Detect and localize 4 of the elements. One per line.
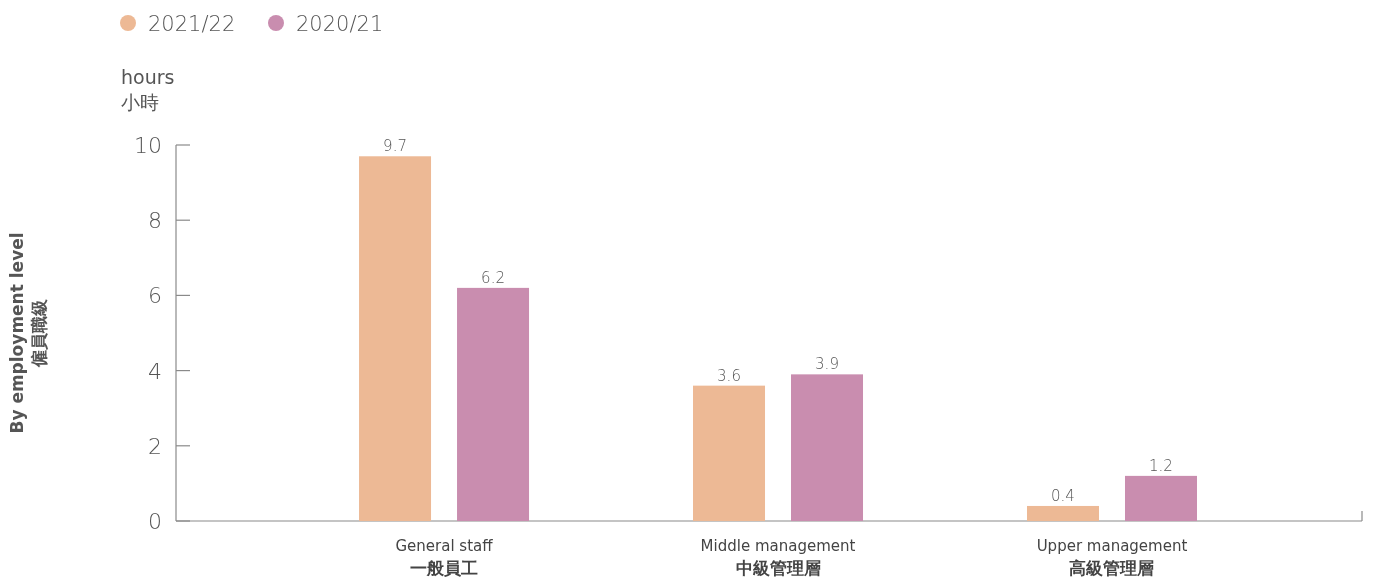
title: 僱員職級 — [29, 299, 49, 367]
title: By employment level — [7, 232, 27, 434]
ylabel: hours — [121, 66, 175, 88]
ylabel: 小時 — [121, 91, 159, 113]
